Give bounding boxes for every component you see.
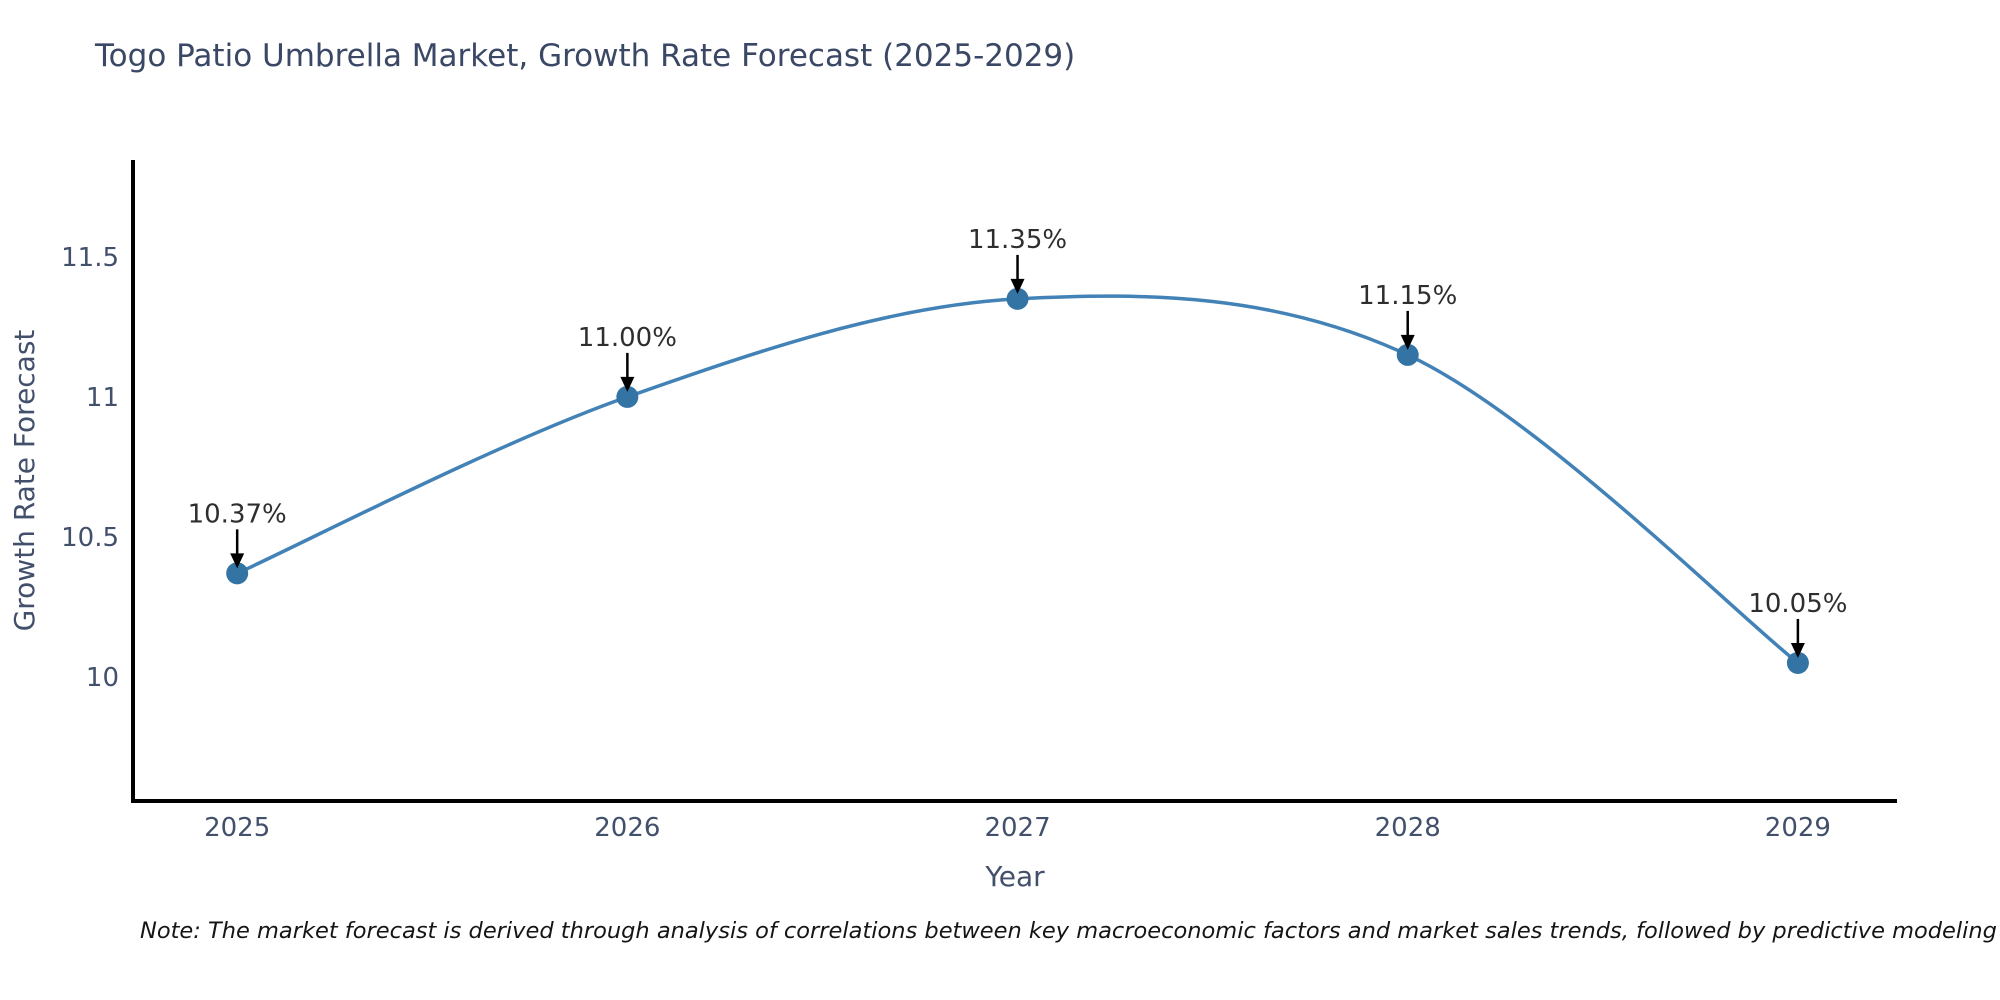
data-point-marker-2026 [616,385,639,408]
x-tick-label-2027: 2027 [984,813,1050,843]
annotation-arrowhead-icon-2029 [1790,642,1805,658]
data-point-marker-2025 [226,562,249,585]
annotation-arrowhead-icon-2027 [1010,278,1025,294]
x-tick-label-2026: 2026 [594,813,660,843]
point-label-2028: 11.15% [1358,281,1457,311]
point-label-2026: 11.00% [578,323,677,353]
y-tick-label-10.5: 10.5 [61,523,119,553]
y-tick-label-11.5: 11.5 [61,243,119,273]
x-axis-title: Year [984,860,1045,893]
point-label-2027: 11.35% [968,225,1067,255]
x-tick-label-2029: 2029 [1765,813,1831,843]
y-tick-label-11: 11 [86,383,119,413]
data-point-marker-2029 [1786,651,1809,674]
annotation-arrowhead-icon-2026 [620,376,635,392]
chart-title: Togo Patio Umbrella Market, Growth Rate … [95,38,1076,74]
annotation-arrowhead-icon-2025 [230,553,245,569]
x-tick-label-2028: 2028 [1375,813,1441,843]
data-point-marker-2027 [1006,287,1029,310]
point-label-2025: 10.37% [188,499,287,529]
forecast-line-series [235,294,1800,665]
annotation-arrowhead-icon-2028 [1400,334,1415,350]
y-axis-title: Growth Rate Forecast [8,330,41,632]
point-label-2029: 10.05% [1748,589,1847,619]
x-tick-label-2025: 2025 [204,813,270,843]
footnote: Note: The market forecast is derived thr… [140,918,2000,944]
y-tick-label-10: 10 [86,663,119,693]
data-point-marker-2028 [1396,343,1419,366]
